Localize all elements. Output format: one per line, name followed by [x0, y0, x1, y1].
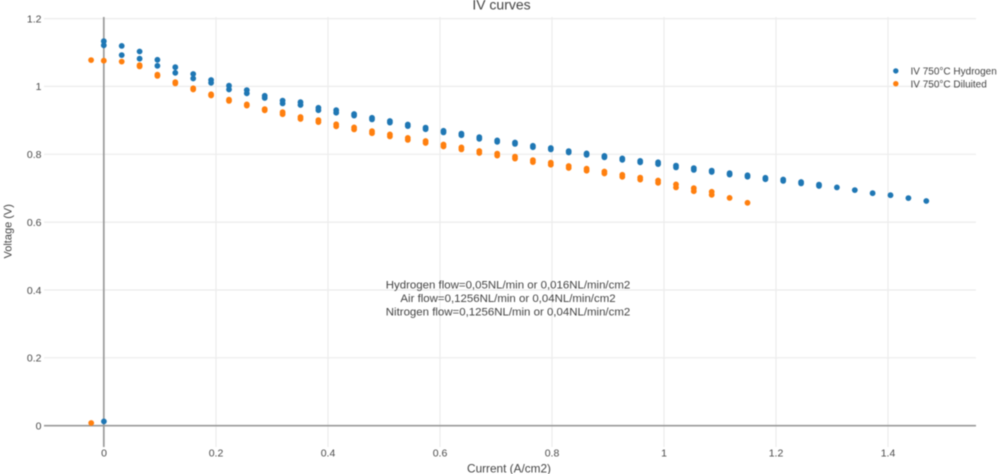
- svg-text:0.8: 0.8: [545, 448, 560, 460]
- svg-text:Hydrogen flow=0,05NL/min or 0,: Hydrogen flow=0,05NL/min or 0,016NL/min/…: [386, 280, 630, 292]
- svg-text:0.8: 0.8: [27, 149, 42, 161]
- svg-text:0.4: 0.4: [321, 448, 336, 460]
- svg-text:0.2: 0.2: [209, 448, 224, 460]
- svg-text:Nitrogen flow=0,1256NL/min or: Nitrogen flow=0,1256NL/min or 0,04NL/min…: [386, 307, 630, 319]
- svg-text:IV 750°C Diluited: IV 750°C Diluited: [911, 79, 987, 90]
- svg-text:1.2: 1.2: [769, 448, 784, 460]
- svg-text:0: 0: [36, 420, 42, 432]
- svg-text:1.2: 1.2: [27, 13, 42, 25]
- svg-text:1: 1: [661, 448, 667, 460]
- svg-text:0.4: 0.4: [27, 285, 42, 297]
- svg-text:Voltage (V): Voltage (V): [3, 204, 15, 258]
- svg-text:1: 1: [36, 81, 42, 93]
- svg-text:Air flow=0,1256NL/min or 0,04N: Air flow=0,1256NL/min or 0,04NL/min/cm2: [400, 293, 615, 305]
- svg-text:0.6: 0.6: [433, 448, 448, 460]
- svg-text:0.6: 0.6: [27, 217, 42, 229]
- svg-text:IV 750°C Hydrogen: IV 750°C Hydrogen: [911, 67, 997, 78]
- svg-text:1.4: 1.4: [881, 448, 896, 460]
- svg-text:0.2: 0.2: [27, 353, 42, 365]
- svg-text:IV curves: IV curves: [472, 0, 530, 13]
- svg-text:0: 0: [101, 448, 107, 460]
- svg-text:Current (A/cm2): Current (A/cm2): [467, 462, 551, 474]
